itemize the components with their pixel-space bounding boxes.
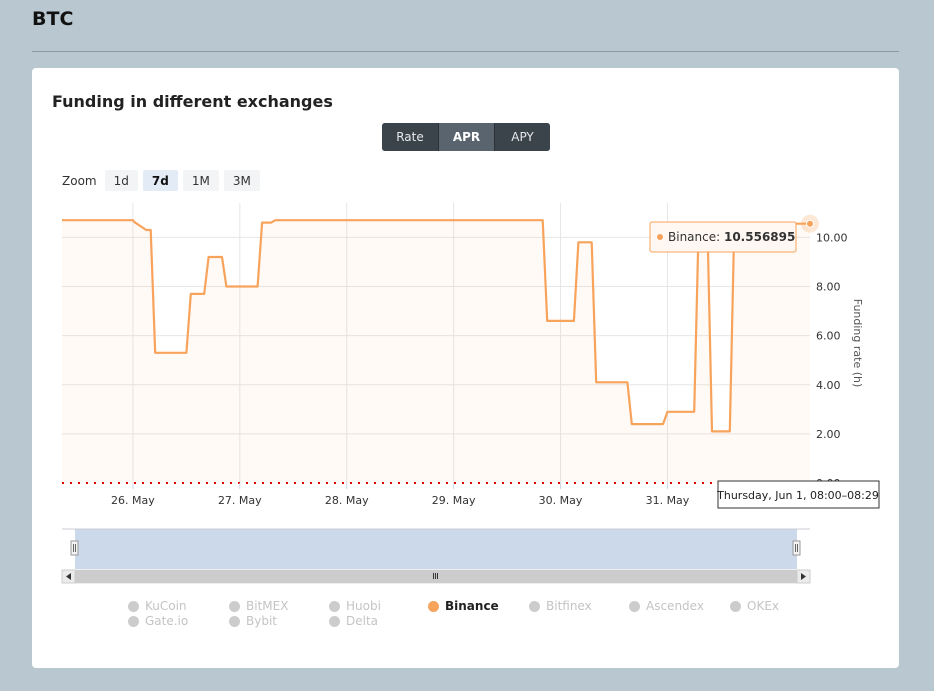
y-tick-label: 10.00 xyxy=(816,231,848,244)
y-tick-label: 8.00 xyxy=(816,281,841,294)
legend-label: Ascendex xyxy=(646,599,704,613)
x-crosshair-label: Thursday, Jun 1, 08:00–08:29 xyxy=(716,480,880,509)
navigator-handle-left[interactable] xyxy=(70,540,79,556)
legend-label: KuCoin xyxy=(145,599,187,613)
y-tick-label: 6.00 xyxy=(816,330,841,343)
legend-dot-icon xyxy=(329,600,340,612)
mode-toggle: Rate APR APY xyxy=(382,123,550,151)
legend-label: Huobi xyxy=(346,599,381,613)
legend-dot-icon xyxy=(329,615,340,627)
legend-item-okex[interactable]: OKEx xyxy=(730,599,779,613)
legend-label: BitMEX xyxy=(246,599,289,613)
chart-card: Funding in different exchanges Rate APR … xyxy=(32,68,899,668)
tooltip: Binance: 10.556895 xyxy=(649,221,797,253)
svg-text:Binance: 10.556895: Binance: 10.556895 xyxy=(668,230,795,244)
legend-item-kucoin[interactable]: KuCoin xyxy=(128,599,187,613)
x-tick-label: 26. May xyxy=(111,494,155,507)
scroll-left-icon xyxy=(66,573,71,580)
card-title: Funding in different exchanges xyxy=(52,92,333,111)
zoom-7d-button[interactable]: 7d xyxy=(142,170,178,191)
legend-item-bybit[interactable]: Bybit xyxy=(229,614,277,628)
x-crosshair-text: Thursday, Jun 1, 08:00–08:29 xyxy=(716,489,879,502)
tooltip-series: Binance xyxy=(668,230,716,244)
tooltip-dot xyxy=(657,234,663,240)
mode-apr-button[interactable]: APR xyxy=(438,123,494,151)
legend-label: Gate.io xyxy=(145,614,189,628)
legend-dot-icon xyxy=(128,600,139,612)
legend-dot-icon xyxy=(229,600,240,612)
legend-label: Bybit xyxy=(246,614,277,628)
zoom-1d-button[interactable]: 1d xyxy=(104,170,138,191)
x-tick-label: 28. May xyxy=(325,494,369,507)
header-divider xyxy=(32,51,899,52)
legend-dot-icon xyxy=(629,600,640,612)
y-axis-title: Funding rate (h) xyxy=(851,299,864,388)
x-tick-label: 31. May xyxy=(646,494,690,507)
legend-label: Binance xyxy=(445,599,499,613)
legend-label: OKEx xyxy=(747,599,779,613)
scroll-right-icon xyxy=(801,573,806,580)
legend-label: Bitfinex xyxy=(546,599,592,613)
navigator-handle-right[interactable] xyxy=(792,540,801,556)
legend-dot-icon xyxy=(229,615,240,627)
zoom-3m-button[interactable]: 3M xyxy=(223,170,260,191)
zoom-controls: Zoom 1d 7d 1M 3M xyxy=(62,170,260,191)
x-tick-label: 29. May xyxy=(432,494,476,507)
zoom-1m-button[interactable]: 1M xyxy=(182,170,219,191)
scrollbar-thumb-grip xyxy=(433,573,438,579)
mode-apy-button[interactable]: APY xyxy=(494,123,550,151)
legend-item-delta[interactable]: Delta xyxy=(329,614,378,628)
x-tick-label: 27. May xyxy=(218,494,262,507)
legend-dot-icon xyxy=(529,600,540,612)
legend-dot-icon xyxy=(428,600,439,612)
zoom-label: Zoom xyxy=(62,173,97,188)
navigator-selection[interactable] xyxy=(75,529,797,569)
legend-item-binance[interactable]: Binance xyxy=(428,599,499,613)
legend-dot-icon xyxy=(730,600,741,612)
tooltip-value: 10.556895 xyxy=(724,230,795,244)
legend-dot-icon xyxy=(128,615,139,627)
hover-marker[interactable] xyxy=(806,219,814,228)
page-title: BTC xyxy=(32,8,74,30)
legend-label: Delta xyxy=(346,614,379,628)
series-area-binance xyxy=(62,220,810,483)
legend-item-ascendex[interactable]: Ascendex xyxy=(629,599,704,613)
x-tick-label: 30. May xyxy=(539,494,583,507)
legend-item-huobi[interactable]: Huobi xyxy=(329,599,381,613)
y-tick-label: 4.00 xyxy=(816,379,841,392)
y-tick-label: 2.00 xyxy=(816,428,841,441)
legend-item-bitfinex[interactable]: Bitfinex xyxy=(529,599,592,613)
mode-rate-button[interactable]: Rate xyxy=(382,123,438,151)
legend-item-gate-io[interactable]: Gate.io xyxy=(128,614,188,628)
series-line-binance[interactable] xyxy=(62,219,810,433)
legend-item-bitmex[interactable]: BitMEX xyxy=(229,599,288,613)
navigator[interactable] xyxy=(61,528,811,584)
